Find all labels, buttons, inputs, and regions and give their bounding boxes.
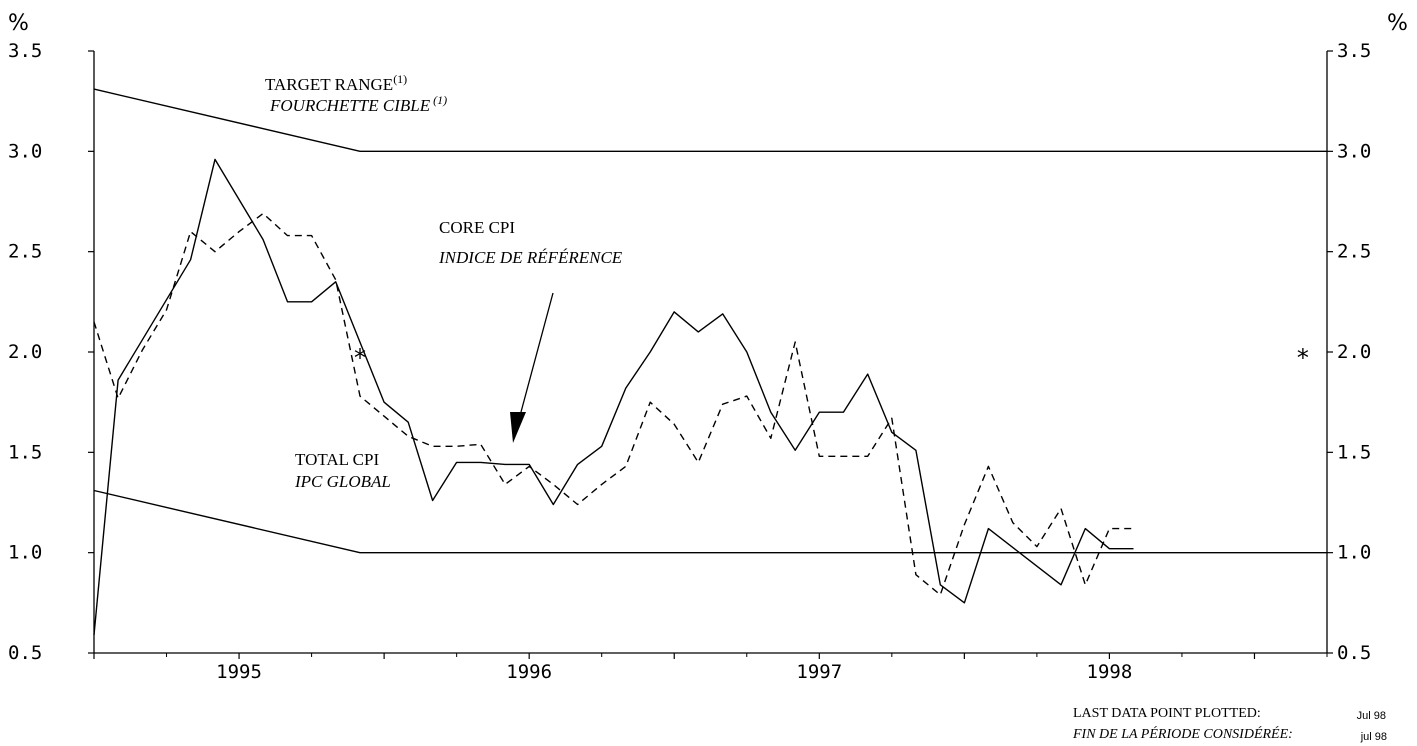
y-tick-label-left: 1.0: [8, 542, 42, 564]
y-tick-label-left: 3.0: [8, 140, 42, 162]
series-lines: [93, 88, 1327, 635]
total-cpi-label: TOTAL CPI: [295, 450, 379, 469]
left-unit-label: %: [8, 11, 29, 36]
total-cpi-line: [93, 158, 1134, 635]
target-range-upper-line: [93, 88, 1327, 153]
y-tick-label-left: 0.5: [8, 642, 42, 664]
x-tick-label: 1996: [506, 661, 552, 683]
fin-periode-value: jul 98: [1360, 731, 1387, 743]
x-tick-labels: 1995 1996 1997 1998: [216, 661, 1132, 683]
y-tick-label-right: 1.0: [1337, 542, 1371, 564]
fourchette-cible-label: FOURCHETTE CIBLE (1): [269, 93, 447, 115]
y-tick-label-left: 2.5: [8, 241, 42, 263]
x-tick-label: 1997: [796, 661, 842, 683]
core-cpi-label: CORE CPI: [439, 218, 515, 237]
x-tick-label: 1995: [216, 661, 262, 683]
y-tick-label-right: 3.0: [1337, 140, 1371, 162]
y-tick-label-left: 1.5: [8, 441, 42, 463]
right-unit-label: %: [1387, 11, 1408, 36]
x-tick-label: 1998: [1087, 661, 1133, 683]
indice-de-reference-label: INDICE DE RÉFÉRENCE: [438, 248, 623, 267]
y-tick-label-right: 3.5: [1337, 40, 1371, 62]
y-tick-label-right: 2.0: [1337, 341, 1371, 363]
target-range-lower-line: [93, 489, 1327, 554]
core-cpi-arrow: [510, 292, 554, 443]
fin-periode-label: FIN DE LA PÉRIODE CONSIDÉRÉE:: [1072, 725, 1293, 742]
markers: * *: [354, 344, 1309, 372]
y-tick-label-right: 1.5: [1337, 441, 1371, 463]
y-tick-labels: 0.5 0.5 1.0 1.0 1.5 1.5 2.0 2.0 2.5 2.5 3.0 3.0 3.5 3…: [8, 40, 1371, 664]
y-tick-label-right: 2.5: [1337, 241, 1371, 263]
axes: [88, 50, 1333, 659]
core-cpi-line: [93, 212, 1134, 596]
y-tick-label-left: 3.5: [8, 40, 42, 62]
y-tick-label-right: 0.5: [1337, 642, 1371, 664]
target-range-label: TARGET RANGE(1): [265, 72, 407, 94]
ipc-global-label: IPC GLOBAL: [294, 472, 391, 491]
star-marker: *: [1297, 344, 1309, 372]
last-data-point-label: LAST DATA POINT PLOTTED:: [1073, 706, 1261, 721]
last-data-point-value: Jul 98: [1357, 710, 1386, 722]
y-tick-label-left: 2.0: [8, 341, 42, 363]
star-marker: *: [354, 344, 366, 372]
